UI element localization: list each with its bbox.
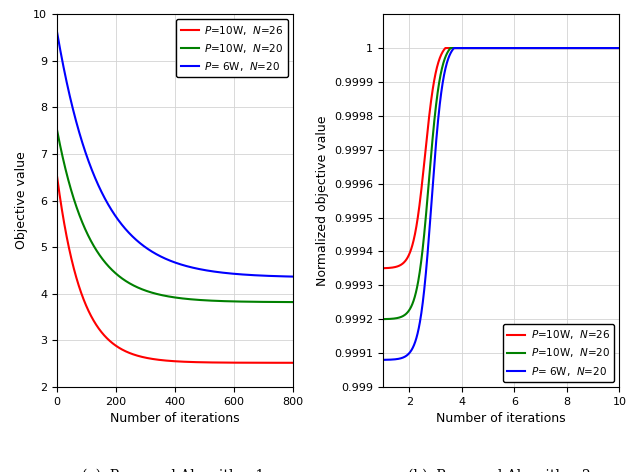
X-axis label: Number of iterations: Number of iterations [110,413,240,425]
Legend: $P$=10W,  $N$=26, $P$=10W,  $N$=20, $P$= 6W,  $N$=20: $P$=10W, $N$=26, $P$=10W, $N$=20, $P$= 6… [176,19,288,77]
Text: (b)  Proposed Algorithm 2.: (b) Proposed Algorithm 2. [408,469,595,472]
Y-axis label: Normalized objective value: Normalized objective value [315,115,329,286]
Text: (a)  Proposed Algorithm 1.: (a) Proposed Algorithm 1. [82,469,269,472]
Y-axis label: Objective value: Objective value [15,152,28,250]
X-axis label: Number of iterations: Number of iterations [436,413,566,425]
Legend: $P$=10W,  $N$=26, $P$=10W,  $N$=20, $P$= 6W,  $N$=20: $P$=10W, $N$=26, $P$=10W, $N$=20, $P$= 6… [502,324,614,382]
